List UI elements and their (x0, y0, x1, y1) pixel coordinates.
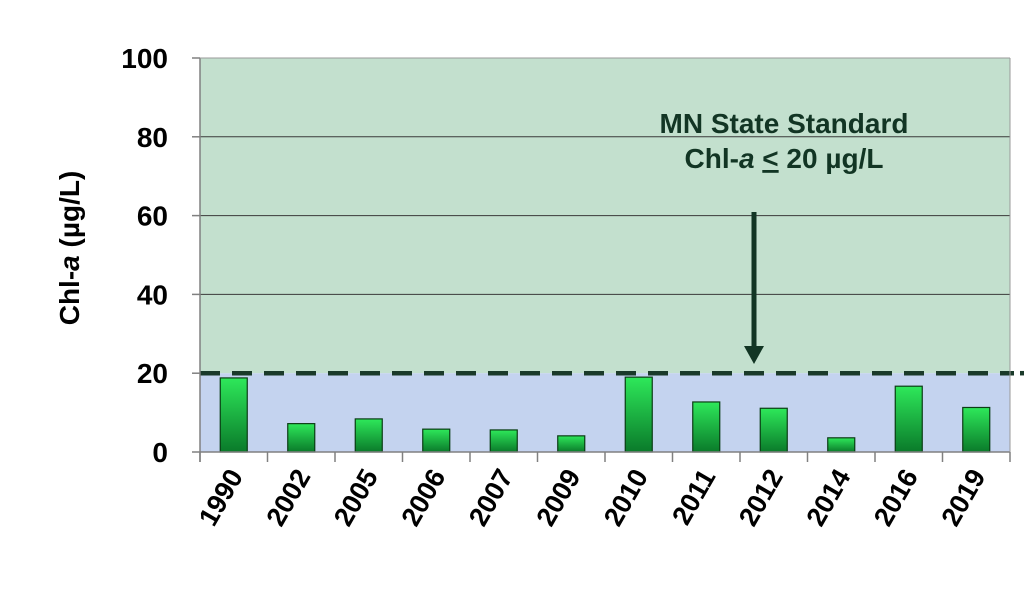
bar-2011 (692, 401, 721, 453)
y-tick-label-20: 20 (137, 358, 168, 389)
y-tick-label-60: 60 (137, 201, 168, 232)
bar-2012 (759, 407, 788, 453)
standard-arrow (744, 212, 764, 364)
bar-2010 (624, 376, 653, 453)
bar-2005 (354, 418, 383, 453)
x-tick-label-2014: 2014 (800, 464, 856, 531)
less-equal-symbol: < (762, 143, 778, 174)
x-tick-label-2009: 2009 (530, 464, 586, 531)
x-tick-label-1990: 1990 (193, 464, 249, 531)
x-tick-label-2007: 2007 (463, 464, 519, 531)
bar-1990 (219, 377, 248, 453)
x-tick-label-2006: 2006 (395, 464, 451, 531)
y-tick-label-100: 100 (121, 43, 168, 74)
below-standard-region (200, 373, 1010, 452)
x-tick-label-2002: 2002 (260, 464, 316, 531)
bar-2014 (827, 437, 856, 453)
x-tick-label-2012: 2012 (733, 464, 789, 531)
bar-2019 (962, 406, 991, 453)
y-tick-label-80: 80 (137, 122, 168, 153)
x-tick-labels: 1990 2002 2005 2006 2007 2009 2010 2011 2012 2014… (193, 464, 992, 531)
standard-annotation-line2: Chl-a < 20 µg/L (685, 143, 884, 174)
standard-annotation-line1: MN State Standard (660, 108, 909, 139)
x-tick-label-2011: 2011 (666, 464, 721, 530)
x-tick-label-2016: 2016 (868, 464, 924, 531)
bar-2006 (422, 428, 451, 453)
x-tick-label-2019: 2019 (935, 464, 991, 531)
bar-2007 (489, 429, 518, 453)
bar-2009 (557, 435, 586, 453)
y-axis-title: Chl-a (µg/L) (54, 171, 85, 326)
bar-2016 (894, 385, 923, 453)
y-tick-label-0: 0 (152, 437, 168, 468)
bar-2002 (287, 423, 316, 453)
axes (192, 57, 1011, 462)
y-tick-label-40: 40 (137, 279, 168, 310)
y-tick-labels: 0 20 40 60 80 100 (121, 43, 168, 468)
x-tick-label-2010: 2010 (598, 464, 654, 531)
x-tick-label-2005: 2005 (328, 464, 384, 531)
